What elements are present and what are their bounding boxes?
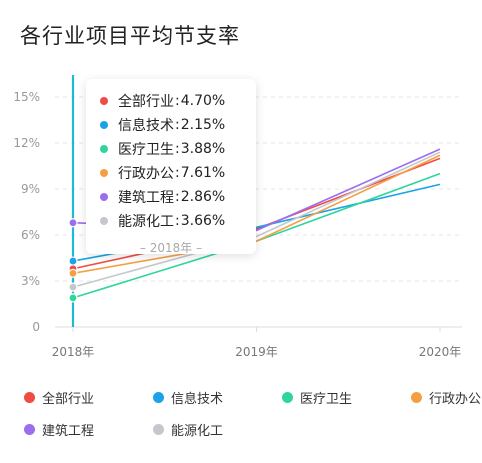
chart-tooltip: 全部行业:4.70% 信息技术:2.15% 医疗卫生:3.88% 行政办公:7.61%…: [86, 79, 256, 255]
tooltip-series-name: 医疗卫生: [118, 142, 174, 158]
legend-color-dot: [24, 424, 35, 435]
tooltip-separator: :: [175, 117, 180, 133]
legend-label: 全部行业: [42, 392, 95, 407]
legend-label: 能源化工: [171, 424, 224, 439]
legend-item[interactable]: 行政办公: [411, 388, 481, 407]
tooltip-row: 医疗卫生:3.88%: [100, 137, 256, 161]
legend-label: 行政办公: [429, 392, 482, 407]
tooltip-series-value: 7.61%: [180, 165, 226, 181]
tooltip-color-dot: [100, 145, 108, 153]
series-marker-2[interactable]: [68, 256, 78, 266]
tooltip-series-name: 行政办公: [118, 166, 174, 182]
legend-item[interactable]: 建筑工程: [24, 420, 94, 439]
tooltip-series-name: 信息技术: [118, 118, 174, 134]
legend-item[interactable]: 医疗卫生: [282, 388, 352, 407]
series-marker-6[interactable]: [68, 282, 78, 292]
series-marker-4[interactable]: [68, 268, 78, 278]
x-tick-label: 2019年: [235, 345, 278, 359]
series-line-1[interactable]: [72, 157, 441, 270]
tooltip-separator: :: [175, 189, 180, 205]
tooltip-color-dot: [100, 97, 108, 105]
line-chart[interactable]: 0 3% 6% 9% 12% 15% 2018年 2019年 2020年: [0, 0, 482, 380]
series-marker-5[interactable]: [68, 218, 78, 228]
tooltip-series-value: 2.86%: [180, 189, 226, 205]
legend-label: 建筑工程: [42, 424, 95, 439]
tooltip-separator: :: [175, 165, 180, 181]
legend-item[interactable]: 全部行业: [24, 388, 94, 407]
legend-label: 信息技术: [171, 392, 224, 407]
tooltip-series-value: 2.15%: [180, 117, 226, 133]
tooltip-row: 全部行业:4.70%: [100, 89, 256, 113]
y-tick-label: 6%: [21, 228, 40, 242]
legend-color-dot: [153, 392, 164, 403]
tooltip-separator: :: [175, 141, 180, 157]
tooltip-color-dot: [100, 169, 108, 177]
legend-item[interactable]: 能源化工: [153, 420, 223, 439]
y-tick-label: 0: [32, 320, 40, 334]
y-tick-label: 3%: [21, 274, 40, 288]
legend-color-dot: [153, 424, 164, 435]
series-marker-3[interactable]: [68, 293, 78, 303]
legend-color-dot: [24, 392, 35, 403]
tooltip-series-value: 3.88%: [180, 141, 226, 157]
x-tick-label: 2018年: [52, 345, 95, 359]
tooltip-row: 能源化工:3.66%: [100, 209, 256, 233]
tooltip-color-dot: [100, 121, 108, 129]
y-tick-label: 12%: [13, 136, 40, 150]
tooltip-color-dot: [100, 217, 108, 225]
tooltip-series-name: 建筑工程: [118, 190, 174, 206]
tooltip-series-name: 全部行业: [118, 94, 174, 110]
tooltip-series-name: 能源化工: [118, 214, 174, 230]
legend-item[interactable]: 信息技术: [153, 388, 223, 407]
series-line-4[interactable]: [72, 154, 441, 275]
tooltip-series-value: 4.70%: [180, 93, 226, 109]
tooltip-separator: :: [175, 93, 180, 109]
legend-label: 医疗卫生: [300, 392, 353, 407]
tooltip-date: – 2018年 –: [139, 241, 203, 255]
y-tick-label: 9%: [21, 182, 40, 196]
x-tick-label: 2020年: [419, 345, 462, 359]
legend-color-dot: [411, 392, 422, 403]
legend-color-dot: [282, 392, 293, 403]
series-line-6[interactable]: [72, 151, 441, 288]
tooltip-rows: 全部行业:4.70% 信息技术:2.15% 医疗卫生:3.88% 行政办公:7.61%…: [100, 89, 256, 233]
tooltip-row: 建筑工程:2.86%: [100, 185, 256, 209]
tooltip-separator: :: [175, 213, 180, 229]
tooltip-series-value: 3.66%: [180, 213, 226, 229]
chart-title: 各行业项目平均节支率: [20, 24, 240, 48]
tooltip-row: 信息技术:2.15%: [100, 113, 256, 137]
tooltip-color-dot: [100, 193, 108, 201]
tooltip-row: 行政办公:7.61%: [100, 161, 256, 185]
y-tick-label: 15%: [13, 90, 40, 104]
